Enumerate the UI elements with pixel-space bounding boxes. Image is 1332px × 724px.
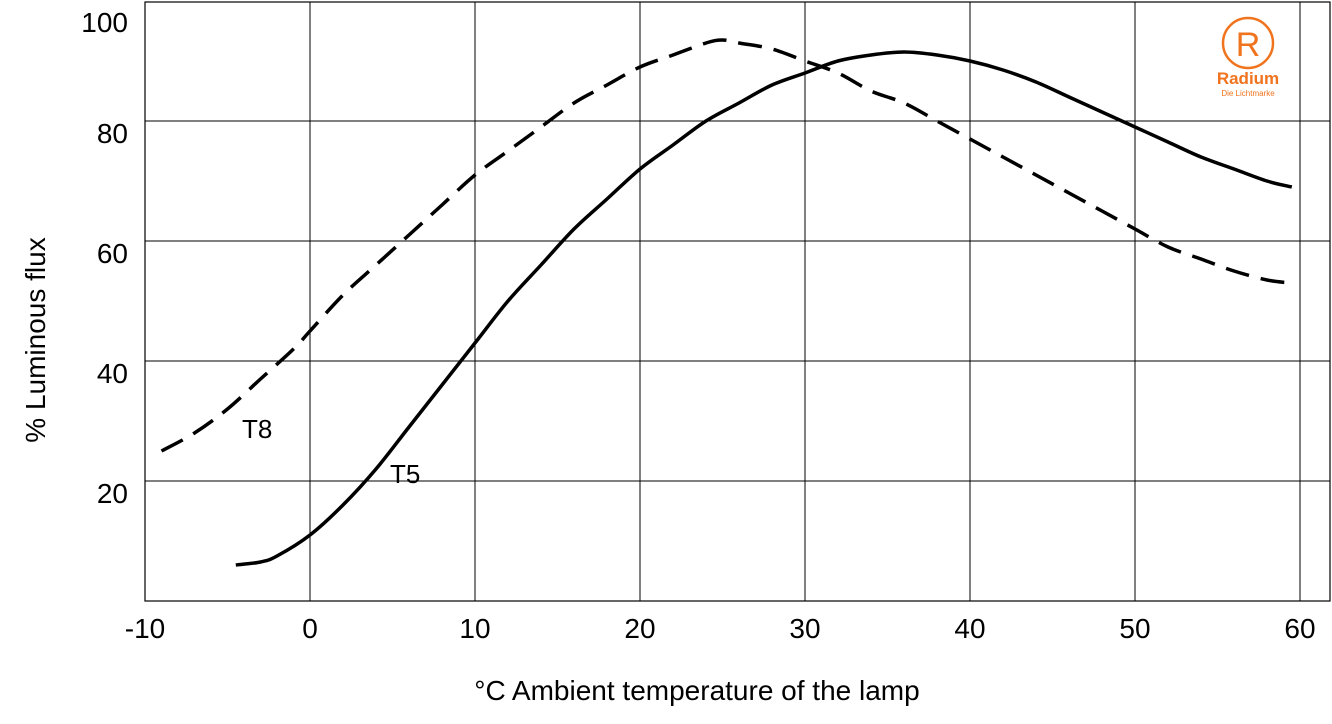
y-axis-title: % Luminous flux [20, 237, 51, 442]
x-axis-title: °C Ambient temperature of the lamp [474, 675, 919, 706]
radium-logo-name: Radium [1217, 69, 1279, 88]
radium-logo: R Radium Die Lichtmarke [1217, 16, 1279, 98]
x-tick-label: 60 [1284, 613, 1315, 644]
x-tick-label: -10 [125, 613, 165, 644]
y-tick-label: 100 [81, 7, 128, 38]
x-tick-label: 20 [624, 613, 655, 644]
x-tick-label: 10 [459, 613, 490, 644]
radium-logo-mark: R [1236, 26, 1261, 64]
series-lines [160, 38, 1293, 567]
series-label-t5: T5 [390, 459, 420, 489]
y-tick-label: 20 [97, 478, 128, 509]
series-line-t8 [160, 38, 1293, 453]
radium-logo-ring [1221, 16, 1275, 70]
y-tick-label: 60 [97, 238, 128, 269]
x-tick-label: 50 [1119, 613, 1150, 644]
x-tick-label: 0 [302, 613, 318, 644]
x-tick-label: 30 [789, 613, 820, 644]
tick-labels: -10 0 10 20 30 40 50 60 20 40 60 80 100 [81, 7, 1315, 644]
series-label-t8: T8 [242, 414, 272, 444]
y-tick-label: 40 [97, 358, 128, 389]
series-line-t5 [235, 50, 1293, 567]
radium-logo-tagline: Die Lichtmarke [1221, 89, 1275, 98]
plot-frame [144, 1, 1331, 602]
x-tick-label: 40 [954, 613, 985, 644]
y-tick-label: 80 [97, 118, 128, 149]
chart-grid [144, 1, 1331, 602]
